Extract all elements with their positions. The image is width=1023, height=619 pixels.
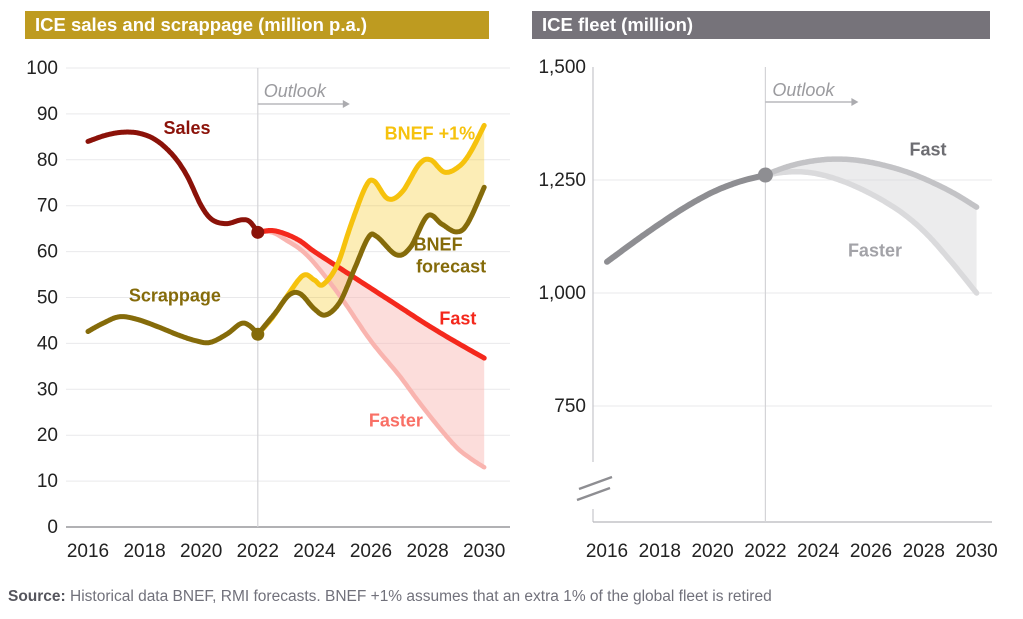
series-line-fleet bbox=[604, 172, 769, 265]
series-line-bnef-1 bbox=[255, 122, 487, 337]
source-label: Source: bbox=[8, 588, 66, 605]
outlook-arrow-icon bbox=[342, 100, 350, 108]
source-text: Historical data BNEF, RMI forecasts. BNE… bbox=[70, 588, 772, 605]
axis-break-stroke bbox=[578, 475, 613, 491]
x-tick-label: 2016 bbox=[67, 541, 109, 562]
y-tick-label: 1,250 bbox=[538, 170, 586, 191]
x-tick-label: 2022 bbox=[237, 541, 279, 562]
source-note: Source: Historical data BNEF, RMI foreca… bbox=[8, 588, 772, 606]
series-label-bnef-1: BNEF +1% bbox=[385, 124, 476, 144]
sales-scrappage-chart: Outlook Sales Scrappage BNEF +1% BNEFforecas… bbox=[26, 58, 510, 562]
series-label-forecast: forecast bbox=[416, 257, 486, 277]
charts-canvas: Outlook Sales Scrappage BNEF +1% BNEFforecas… bbox=[26, 57, 997, 562]
series-line-fast bbox=[255, 228, 487, 361]
y-tick-label: 60 bbox=[37, 242, 58, 263]
y-tick-label: 30 bbox=[37, 379, 58, 400]
x-tick-label: 2018 bbox=[123, 541, 165, 562]
y-tick-label: 1,000 bbox=[538, 283, 586, 304]
endpoint-dot-fleet bbox=[757, 167, 773, 183]
outlook-arrow-icon bbox=[851, 98, 859, 106]
y-tick-label: 50 bbox=[37, 288, 58, 309]
right-chart-title: ICE fleet (million) bbox=[542, 14, 694, 35]
x-tick-label: 2026 bbox=[850, 541, 892, 562]
y-tick-label: 90 bbox=[37, 104, 58, 125]
y-tick-label: 40 bbox=[37, 333, 58, 354]
outlook-label: Outlook bbox=[264, 81, 327, 101]
band-fast-faster bbox=[257, 230, 485, 468]
y-tick-label: 0 bbox=[47, 517, 58, 538]
y-tick-label: 750 bbox=[554, 396, 586, 417]
series-label-faster: Faster bbox=[369, 410, 423, 430]
endpoint-dot-sales bbox=[251, 225, 265, 239]
series-line-faster bbox=[762, 168, 980, 296]
series-line-sales bbox=[85, 129, 261, 235]
series-label-faster: Faster bbox=[848, 240, 902, 260]
series-line-scrappage bbox=[85, 314, 261, 346]
y-tick-label: 10 bbox=[37, 471, 58, 492]
right-chart-title-bar: ICE fleet (million) bbox=[532, 11, 990, 39]
band-fast-faster bbox=[765, 159, 977, 293]
endpoint-dot-scrappage bbox=[251, 327, 265, 341]
fleet-chart: Outlook Fast Faster 2016 2018 2020 2022 2024 202… bbox=[538, 57, 997, 562]
x-tick-label: 2016 bbox=[586, 541, 628, 562]
x-tick-label: 2028 bbox=[903, 541, 945, 562]
y-tick-label: 20 bbox=[37, 425, 58, 446]
series-label-bnef: BNEF bbox=[414, 235, 463, 255]
x-tick-label: 2022 bbox=[744, 541, 786, 562]
left-chart-title: ICE sales and scrappage (million p.a.) bbox=[35, 14, 368, 35]
x-tick-label: 2030 bbox=[955, 541, 997, 562]
outlook-label: Outlook bbox=[772, 80, 835, 100]
left-chart-title-bar: ICE sales and scrappage (million p.a.) bbox=[25, 11, 489, 39]
x-tick-label: 2020 bbox=[691, 541, 733, 562]
y-tick-label: 1,500 bbox=[538, 57, 586, 78]
x-tick-label: 2026 bbox=[350, 541, 392, 562]
series-line-bnef-forecast bbox=[255, 184, 487, 337]
x-tick-label: 2020 bbox=[180, 541, 222, 562]
series-label-scrappage: Scrappage bbox=[129, 286, 221, 306]
x-tick-label: 2028 bbox=[406, 541, 448, 562]
x-tick-label: 2018 bbox=[639, 541, 681, 562]
series-label-fast: Fast bbox=[439, 309, 476, 329]
x-tick-label: 2024 bbox=[293, 541, 336, 562]
series-label-sales: Sales bbox=[164, 118, 211, 138]
x-tick-label: 2030 bbox=[463, 541, 505, 562]
y-tick-label: 70 bbox=[37, 196, 58, 217]
series-line-faster bbox=[255, 229, 487, 470]
series-line-fast bbox=[762, 156, 980, 210]
x-tick-label: 2024 bbox=[797, 541, 840, 562]
y-tick-label: 80 bbox=[37, 150, 58, 171]
axis-break-icon bbox=[576, 475, 613, 502]
axis-break-stroke bbox=[576, 486, 611, 502]
y-tick-label: 100 bbox=[26, 58, 58, 79]
series-label-fast: Fast bbox=[910, 140, 947, 160]
